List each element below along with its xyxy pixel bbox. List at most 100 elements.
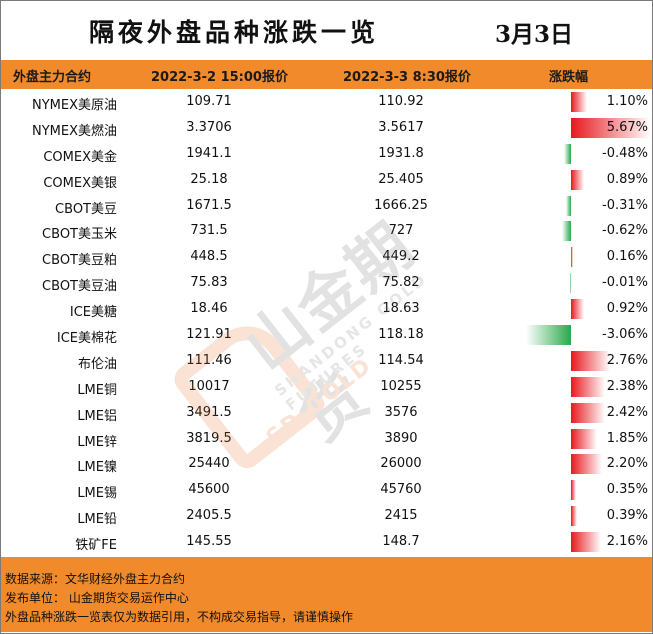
cell-price-2: 3.5617 — [378, 119, 424, 135]
cell-change: -3.06% — [602, 327, 648, 343]
cell-price-2: 10255 — [380, 378, 422, 394]
cell-price-1: 111.46 — [186, 352, 232, 368]
cell-price-1: 18.46 — [190, 301, 228, 317]
change-bar — [571, 169, 584, 190]
cell-price-1: 3.3706 — [186, 119, 232, 135]
cell-change: 0.89% — [606, 171, 648, 187]
cell-change: 2.42% — [606, 404, 648, 420]
table-row: LME锡 45600 45760 0.35% — [1, 477, 652, 504]
cell-price-2: 3890 — [384, 430, 418, 446]
table-row: COMEX美金 1941.1 1931.8 -0.48% — [1, 140, 652, 167]
cell-name: NYMEX美燃油 — [31, 123, 117, 139]
cell-price-2: 25.405 — [378, 171, 424, 187]
table-row: LME镍 25440 26000 2.20% — [1, 451, 652, 478]
title-row: 隔夜外盘品种涨跌一览 3月3日 — [1, 1, 652, 59]
table-row: LME铝 3491.5 3576 2.42% — [1, 399, 652, 426]
cell-change: -0.62% — [602, 223, 648, 239]
cell-price-2: 3576 — [384, 404, 418, 420]
footer-source: 数据来源：文华财经外盘主力合约 — [5, 572, 186, 586]
cell-change: 1.10% — [606, 94, 648, 109]
cell-name: COMEX美金 — [43, 149, 117, 165]
table-header: 外盘主力合约 2022-3-2 15:00报价 2022-3-3 8:30报价 … — [1, 60, 652, 89]
table-row: LME铜 10017 10255 2.38% — [1, 373, 652, 400]
cell-price-1: 2405.5 — [186, 508, 232, 524]
cell-name: LME镍 — [77, 460, 117, 476]
cell-name: NYMEX美原油 — [31, 98, 117, 113]
cell-name: COMEX美银 — [43, 175, 117, 191]
cell-price-1: 1671.5 — [186, 197, 232, 213]
cell-price-2: 18.63 — [382, 301, 420, 317]
cell-change: 0.16% — [606, 249, 648, 265]
cell-change: -0.48% — [602, 145, 648, 161]
cell-price-2: 118.18 — [378, 327, 424, 343]
cell-price-1: 1941.1 — [186, 145, 232, 161]
cell-name: LME锡 — [77, 486, 117, 502]
cell-change: 2.76% — [606, 352, 648, 368]
cell-price-2: 1931.8 — [378, 145, 424, 161]
cell-name: CBOT美豆 — [55, 201, 117, 217]
cell-change: 5.67% — [606, 119, 648, 135]
cell-price-2: 75.82 — [382, 275, 420, 291]
cell-price-1: 10017 — [188, 378, 230, 394]
cell-change: 0.39% — [606, 508, 648, 524]
cell-price-2: 727 — [388, 223, 414, 239]
cell-price-2: 1666.25 — [374, 197, 428, 213]
cell-change: 2.20% — [606, 456, 648, 472]
cell-price-1: 3819.5 — [186, 430, 232, 446]
cell-name: 布伦油 — [77, 356, 117, 372]
change-bar — [563, 143, 571, 164]
cell-price-1: 731.5 — [190, 223, 228, 239]
cell-price-1: 75.83 — [190, 275, 228, 291]
report-date: 3月3日 — [495, 21, 574, 48]
change-bar — [571, 247, 574, 268]
change-bar — [571, 428, 598, 449]
table-row: CBOT美豆 1671.5 1666.25 -0.31% — [1, 192, 652, 219]
cell-change: -0.31% — [602, 197, 648, 213]
cell-name: ICE美糖 — [69, 305, 117, 321]
cell-name: LME铅 — [77, 512, 117, 528]
table-row: LME锌 3819.5 3890 1.85% — [1, 425, 652, 452]
table-row: LME铅 2405.5 2415 0.39% — [1, 503, 652, 530]
cell-name: LME铝 — [77, 408, 117, 424]
change-bar — [571, 506, 577, 527]
table-row: ICE美糖 18.46 18.63 0.92% — [1, 296, 652, 323]
cell-name: LME铜 — [77, 382, 117, 398]
header-price-1: 2022-3-2 15:00报价 — [151, 70, 288, 85]
change-bar — [571, 454, 603, 475]
change-bar — [571, 480, 576, 501]
footer: 数据来源：文华财经外盘主力合约 发布单位： 山金期货交易运作中心 外盘品种涨跌一… — [1, 557, 652, 632]
change-bar — [570, 273, 571, 294]
cell-name: LME锌 — [77, 434, 117, 450]
change-bar — [571, 402, 606, 423]
change-bar — [571, 117, 651, 138]
cell-price-2: 45760 — [380, 482, 422, 498]
table-row: CBOT美玉米 731.5 727 -0.62% — [1, 218, 652, 245]
cell-change: 0.35% — [606, 482, 648, 498]
table-row: ICE美棉花 121.91 118.18 -3.06% — [1, 322, 652, 348]
cell-name: ICE美棉花 — [56, 331, 117, 347]
cell-change: 2.16% — [606, 534, 648, 550]
cell-price-2: 26000 — [380, 456, 422, 472]
footer-disclaimer: 外盘品种涨跌一览表仅为数据引用，不构成交易指导，请谨慎操作 — [5, 610, 354, 624]
cell-price-1: 109.71 — [186, 94, 232, 109]
header-change: 涨跌幅 — [549, 70, 589, 85]
change-bar — [571, 532, 602, 553]
change-bar — [566, 195, 571, 216]
header-price-2: 2022-3-3 8:30报价 — [343, 70, 471, 85]
change-bar — [571, 92, 587, 112]
cell-price-2: 2415 — [384, 508, 418, 524]
table-row: 铁矿FE 145.55 148.7 2.16% — [1, 529, 652, 556]
cell-name: 铁矿FE — [75, 538, 117, 554]
table-body: NYMEX美原油 109.71 110.92 1.10% NYMEX美燃油 3.3706 3… — [1, 89, 652, 556]
change-bar — [561, 221, 571, 242]
cell-price-2: 449.2 — [382, 249, 420, 265]
table-row: NYMEX美原油 109.71 110.92 1.10% — [1, 89, 652, 115]
change-bar — [526, 325, 571, 346]
cell-change: 1.85% — [606, 430, 648, 446]
cell-price-1: 25.18 — [190, 171, 228, 187]
cell-price-1: 45600 — [188, 482, 230, 498]
cell-name: CBOT美豆粕 — [42, 253, 117, 269]
cell-price-1: 3491.5 — [186, 404, 232, 420]
cell-price-2: 148.7 — [382, 534, 420, 550]
change-bar — [571, 299, 584, 320]
